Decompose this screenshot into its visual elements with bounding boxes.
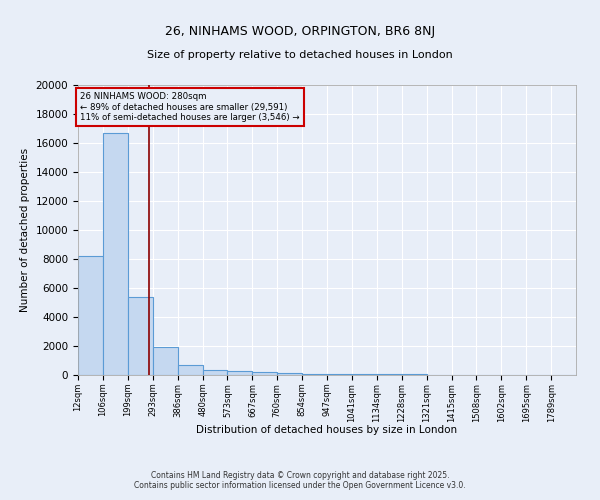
Bar [227,372,253,375]
Bar [377,374,402,375]
Text: 26 NINHAMS WOOD: 280sqm
← 89% of detached houses are smaller (29,591)
11% of sem: 26 NINHAMS WOOD: 280sqm ← 89% of detache… [80,92,300,122]
Text: 26, NINHAMS WOOD, ORPINGTON, BR6 8NJ: 26, NINHAMS WOOD, ORPINGTON, BR6 8NJ [165,25,435,38]
Bar [402,374,427,375]
Bar [327,374,352,375]
Y-axis label: Number of detached properties: Number of detached properties [20,148,30,312]
Bar [153,348,178,375]
Bar [78,256,103,375]
Bar [103,133,128,375]
Bar [253,372,277,375]
Bar [277,373,302,375]
Bar [128,296,153,375]
Bar [302,374,327,375]
Text: Contains HM Land Registry data © Crown copyright and database right 2025.
Contai: Contains HM Land Registry data © Crown c… [134,470,466,490]
Bar [203,370,227,375]
Bar [178,365,203,375]
Text: Size of property relative to detached houses in London: Size of property relative to detached ho… [147,50,453,60]
X-axis label: Distribution of detached houses by size in London: Distribution of detached houses by size … [196,424,458,434]
Bar [352,374,377,375]
